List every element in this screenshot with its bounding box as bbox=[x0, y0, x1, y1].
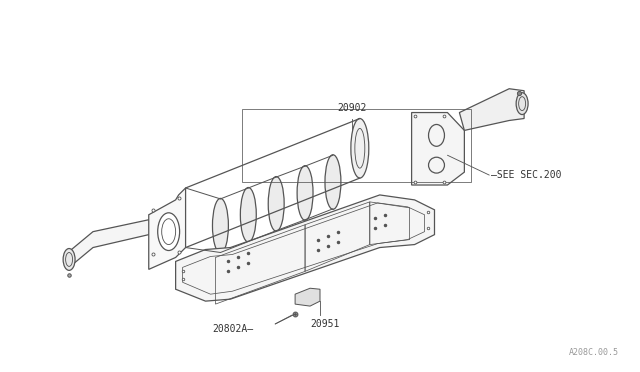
Polygon shape bbox=[148, 188, 186, 269]
Polygon shape bbox=[175, 195, 435, 301]
Polygon shape bbox=[69, 215, 169, 267]
Polygon shape bbox=[460, 89, 524, 131]
Text: 20902: 20902 bbox=[337, 103, 367, 113]
Polygon shape bbox=[412, 113, 465, 185]
Ellipse shape bbox=[63, 248, 75, 270]
Text: —SEE SEC.200: —SEE SEC.200 bbox=[492, 170, 562, 180]
Ellipse shape bbox=[157, 213, 180, 250]
Ellipse shape bbox=[297, 166, 313, 220]
Ellipse shape bbox=[516, 93, 528, 115]
Ellipse shape bbox=[212, 198, 228, 253]
Text: A208C.00.5: A208C.00.5 bbox=[569, 348, 619, 357]
Ellipse shape bbox=[268, 177, 284, 231]
Ellipse shape bbox=[241, 187, 256, 242]
Text: 20951: 20951 bbox=[310, 319, 340, 329]
Text: 20802A—: 20802A— bbox=[212, 324, 253, 334]
Ellipse shape bbox=[351, 119, 369, 178]
Ellipse shape bbox=[325, 155, 341, 209]
Polygon shape bbox=[295, 288, 320, 306]
